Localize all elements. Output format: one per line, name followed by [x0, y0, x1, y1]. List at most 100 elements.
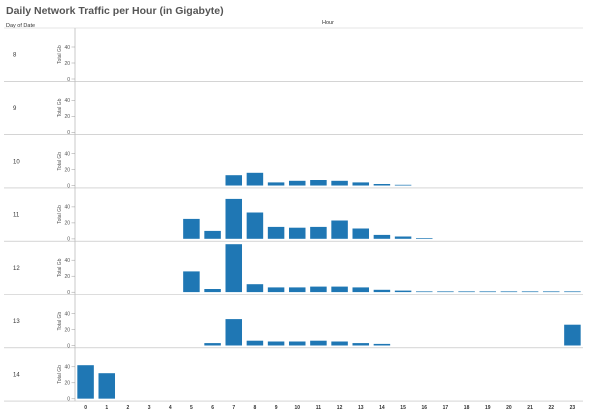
- bar: [394, 290, 412, 293]
- column-header: Hour: [322, 20, 334, 26]
- day-label: 9: [13, 106, 17, 112]
- row-header: Day of Date: [6, 23, 35, 29]
- bar: [310, 180, 327, 186]
- x-tick-label: 5: [190, 405, 193, 411]
- y-axis-label: Total Gb: [57, 45, 63, 64]
- bars-day-13: [204, 319, 581, 346]
- bar: [310, 340, 327, 346]
- y-tick-label: 0: [67, 290, 70, 296]
- bar: [458, 291, 475, 293]
- y-axis-label: Total Gb: [57, 98, 63, 117]
- x-tick-label: 8: [254, 405, 257, 411]
- panel-day-12: 12 Total Gb 0 20 40: [4, 244, 583, 296]
- y-axis-label: Total Gb: [57, 365, 63, 384]
- x-tick-label: 9: [275, 405, 278, 411]
- day-label: 8: [13, 53, 17, 59]
- bar: [331, 286, 348, 293]
- bar: [204, 230, 221, 239]
- bar: [98, 373, 116, 399]
- y-tick-label: 20: [64, 61, 70, 67]
- bar: [310, 286, 327, 293]
- chart-title: Daily Network Traffic per Hour (in Gigab…: [6, 5, 224, 17]
- day-label: 11: [13, 213, 20, 219]
- bar: [437, 291, 454, 293]
- x-tick-label: 19: [485, 405, 491, 411]
- panel-day-10: 10 Total Gb 0 20 40: [4, 151, 583, 189]
- y-axis-label: Total Gb: [57, 205, 63, 224]
- bar: [415, 238, 433, 239]
- bars-day-14: [77, 365, 116, 399]
- x-tick-label: 10: [294, 405, 300, 411]
- y-tick-label: 0: [67, 237, 70, 243]
- x-tick-label: 23: [570, 405, 576, 411]
- bar: [331, 220, 348, 239]
- panel-day-8: 8 Total Gb 0 20 40: [4, 45, 583, 83]
- bar: [288, 227, 306, 239]
- panel-day-14: 14 Total Gb 0 20 40: [4, 365, 583, 403]
- y-tick-label: 20: [64, 114, 70, 120]
- bar: [331, 341, 348, 346]
- bar: [500, 291, 518, 293]
- bar: [246, 340, 264, 346]
- bar: [288, 180, 306, 186]
- day-label: 13: [13, 319, 20, 325]
- bar: [394, 184, 412, 186]
- day-label: 14: [13, 372, 20, 378]
- y-axis-label: Total Gb: [57, 312, 63, 331]
- y-tick-label: 0: [67, 397, 70, 403]
- x-tick-label: 11: [316, 405, 322, 411]
- bar: [225, 175, 243, 186]
- bar: [225, 244, 243, 293]
- bars-day-10: [225, 172, 412, 186]
- bar: [479, 291, 497, 293]
- bar: [331, 180, 348, 186]
- y-tick-label: 40: [64, 365, 70, 371]
- y-tick-label: 0: [67, 183, 70, 189]
- y-tick-label: 20: [64, 274, 70, 280]
- chart-grid: [4, 27, 583, 402]
- bar: [246, 212, 264, 239]
- bar: [394, 236, 412, 239]
- y-tick-label: 40: [64, 45, 70, 51]
- bar: [564, 324, 581, 346]
- x-tick-label: 14: [379, 405, 385, 411]
- bar: [352, 287, 370, 293]
- panel-day-11: 11 Total Gb 0 20 40: [4, 198, 583, 243]
- y-axis-label: Total Gb: [57, 258, 63, 277]
- day-label: 10: [13, 159, 20, 165]
- bars-day-11: [183, 198, 433, 239]
- panel-day-9: 9 Total Gb 0 20 40: [4, 98, 583, 136]
- x-tick-label: 20: [506, 405, 512, 411]
- x-tick-label: 18: [464, 405, 470, 411]
- bar: [288, 341, 306, 346]
- x-axis: 0 1 2 3 4 5 6 7 8 9 10 11 12 13 14 15 16 17 18 19 20 21 22 23: [84, 405, 575, 411]
- bar: [521, 291, 539, 293]
- y-tick-label: 0: [67, 343, 70, 349]
- y-tick-label: 40: [64, 151, 70, 157]
- bar: [415, 291, 433, 293]
- x-tick-label: 15: [400, 405, 406, 411]
- y-tick-label: 20: [64, 327, 70, 333]
- bar: [267, 226, 285, 239]
- bar: [564, 291, 581, 293]
- bar: [77, 365, 94, 399]
- x-tick-label: 0: [84, 405, 87, 411]
- x-tick-label: 12: [337, 405, 343, 411]
- x-tick-label: 17: [443, 405, 449, 411]
- chart-panels: 8 Total Gb 0 20 40 9 Total Gb 0 20 40 10 Total Gb 0 2…: [4, 45, 583, 403]
- bar: [352, 228, 370, 239]
- x-tick-label: 2: [127, 405, 130, 411]
- y-tick-label: 40: [64, 98, 70, 104]
- y-tick-label: 0: [67, 77, 70, 83]
- bar: [267, 182, 285, 186]
- bar: [204, 343, 221, 346]
- y-tick-label: 20: [64, 381, 70, 387]
- bar: [373, 289, 391, 293]
- bar: [310, 226, 327, 239]
- bar: [542, 291, 560, 293]
- y-tick-label: 40: [64, 311, 70, 317]
- x-tick-label: 6: [211, 405, 214, 411]
- bar: [373, 343, 391, 346]
- bar: [183, 218, 200, 239]
